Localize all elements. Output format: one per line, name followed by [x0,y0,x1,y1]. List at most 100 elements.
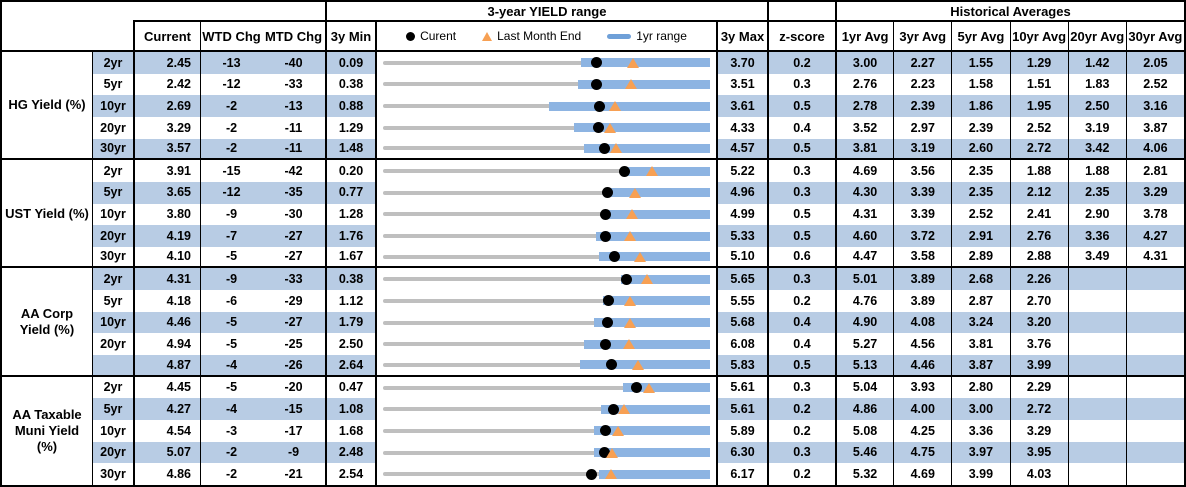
cell-avg-5yr-avg: 2.80 [951,376,1009,399]
range-chart [375,203,716,226]
cell-avg-20yr-avg: 3.36 [1067,225,1126,247]
last-month-end-marker [609,143,622,154]
cell-avg-1yr-avg: 4.31 [835,203,893,226]
column-header-10yr-avg: 10yr Avg [1009,22,1068,52]
cell-z-score: 0.2 [767,398,835,421]
cell-avg-30yr-avg: 3.29 [1125,181,1184,204]
1yr-range-bar [620,274,710,284]
cell-mtd-chg: -11 [262,138,325,161]
range-chart [375,355,716,377]
cell-current: 4.46 [133,311,200,334]
cell-avg-30yr-avg [1125,376,1184,399]
column-header-3y-min: 3y Min [325,22,375,52]
last-month-end-marker [622,339,635,350]
cell-avg-30yr-avg [1125,311,1184,334]
cell-avg-10yr-avg: 1.95 [1009,95,1068,117]
cell-avg-5yr-avg: 3.36 [951,420,1009,442]
cell-avg-30yr-avg: 3.87 [1125,116,1184,139]
cell-wtd-chg: -5 [200,246,262,269]
1yr-range-bar [593,318,710,328]
cell-avg-10yr-avg: 1.51 [1009,73,1068,96]
group-label: HG Yield (%) [2,52,93,161]
range-chart [375,225,716,247]
cell-avg-20yr-avg: 1.83 [1067,73,1126,96]
range-chart [375,52,716,74]
cell-avg-5yr-avg: 2.60 [951,138,1010,161]
cell-avg-20yr-avg [1067,463,1126,485]
cell-avg-5yr-avg: 2.52 [951,203,1009,226]
last-month-end-marker [634,251,647,262]
cell-3y-max: 3.70 [716,52,767,74]
cell-avg-1yr-avg: 5.32 [835,463,893,485]
cell-mtd-chg: -26 [262,355,325,377]
cell-avg-3yr-avg: 2.27 [893,52,952,74]
cell-mtd-chg: -11 [284,120,303,135]
cell-avg-3yr-avg: 4.46 [893,355,952,377]
cell-avg-10yr-avg: 3.99 [1009,355,1068,377]
last-month-end-marker [646,166,659,177]
cell-avg-3yr-avg: 3.19 [893,138,952,161]
cell-mtd-chg: -33 [262,268,325,291]
cell-mtd-chg: -20 [284,380,303,395]
cell-3y-min: 1.29 [325,116,375,139]
3y-range-line [383,254,710,259]
cell-mtd-chg: -21 [284,466,303,481]
1yr-range-bar [599,252,710,262]
cell-tenor: 5yr [103,77,123,92]
cell-avg-3yr-avg: 4.69 [893,463,951,485]
3y-range-line [383,362,710,367]
range-chart [375,420,716,442]
cell-3y-min: 2.64 [325,355,375,377]
cell-avg-20yr-avg: 1.88 [1067,160,1126,182]
cell-avg-30yr-avg [1125,290,1184,312]
1yr-range-bar [549,101,710,111]
cell-current: 4.45 [133,376,200,399]
cell-avg-10yr-avg: 2.70 [1009,290,1068,312]
cell-tenor: 30yr [100,466,126,481]
cell-avg-10yr-avg: 2.88 [1009,246,1068,269]
3y-range-line [383,60,710,65]
cell-tenor: 5yr [93,398,133,421]
header-corner-empty [2,2,133,52]
current-dot-marker [592,122,604,134]
cell-avg-3yr-avg: 3.56 [893,160,951,182]
cell-avg-1yr-avg: 4.47 [835,246,894,269]
cell-wtd-chg: -13 [200,52,262,74]
cell-z-score: 0.3 [767,376,835,399]
cell-avg-30yr-avg [1125,398,1184,421]
cell-mtd-chg: -33 [284,77,303,92]
cell-mtd-chg: -42 [284,163,303,178]
cell-avg-10yr-avg: 2.29 [1009,376,1068,399]
cell-tenor: 5yr [93,181,133,204]
cell-avg-3yr-avg: 3.89 [893,290,951,312]
cell-avg-30yr-avg: 2.81 [1125,160,1184,182]
cell-avg-10yr-avg: 3.76 [1009,333,1068,356]
cell-wtd-chg: -4 [200,398,262,421]
cell-current: 4.10 [133,246,200,269]
legend-1yr-range-label: 1yr range [636,29,687,43]
column-header-current: Current [133,22,200,52]
cell-z-score: 0.5 [767,225,835,247]
3y-range-line [383,472,710,477]
range-chart [375,333,716,356]
current-dot-marker [607,403,619,415]
cell-mtd-chg: -27 [262,247,325,269]
cell-avg-30yr-avg [1125,441,1184,464]
cell-z-score: 0.3 [767,160,835,182]
cell-3y-max: 5.55 [716,290,767,312]
1yr-range-bar [610,188,710,198]
1yr-range-bar [596,231,710,241]
cell-tenor: 2yr [103,380,123,395]
cell-wtd-chg: -9 [200,268,262,291]
1yr-range-bar [574,123,710,133]
range-chart [375,138,716,161]
current-dot-marker [600,230,612,242]
legend-item-1yr-range: 1yr range [607,30,687,42]
cell-avg-3yr-avg: 3.72 [893,225,952,247]
cell-3y-max: 3.51 [716,73,767,96]
1yr-range-bar [599,469,710,479]
cell-current: 4.18 [133,290,200,312]
cell-3y-min: 2.48 [325,441,375,464]
1yr-range-bar [578,79,710,89]
cell-mtd-chg: -9 [262,441,325,464]
